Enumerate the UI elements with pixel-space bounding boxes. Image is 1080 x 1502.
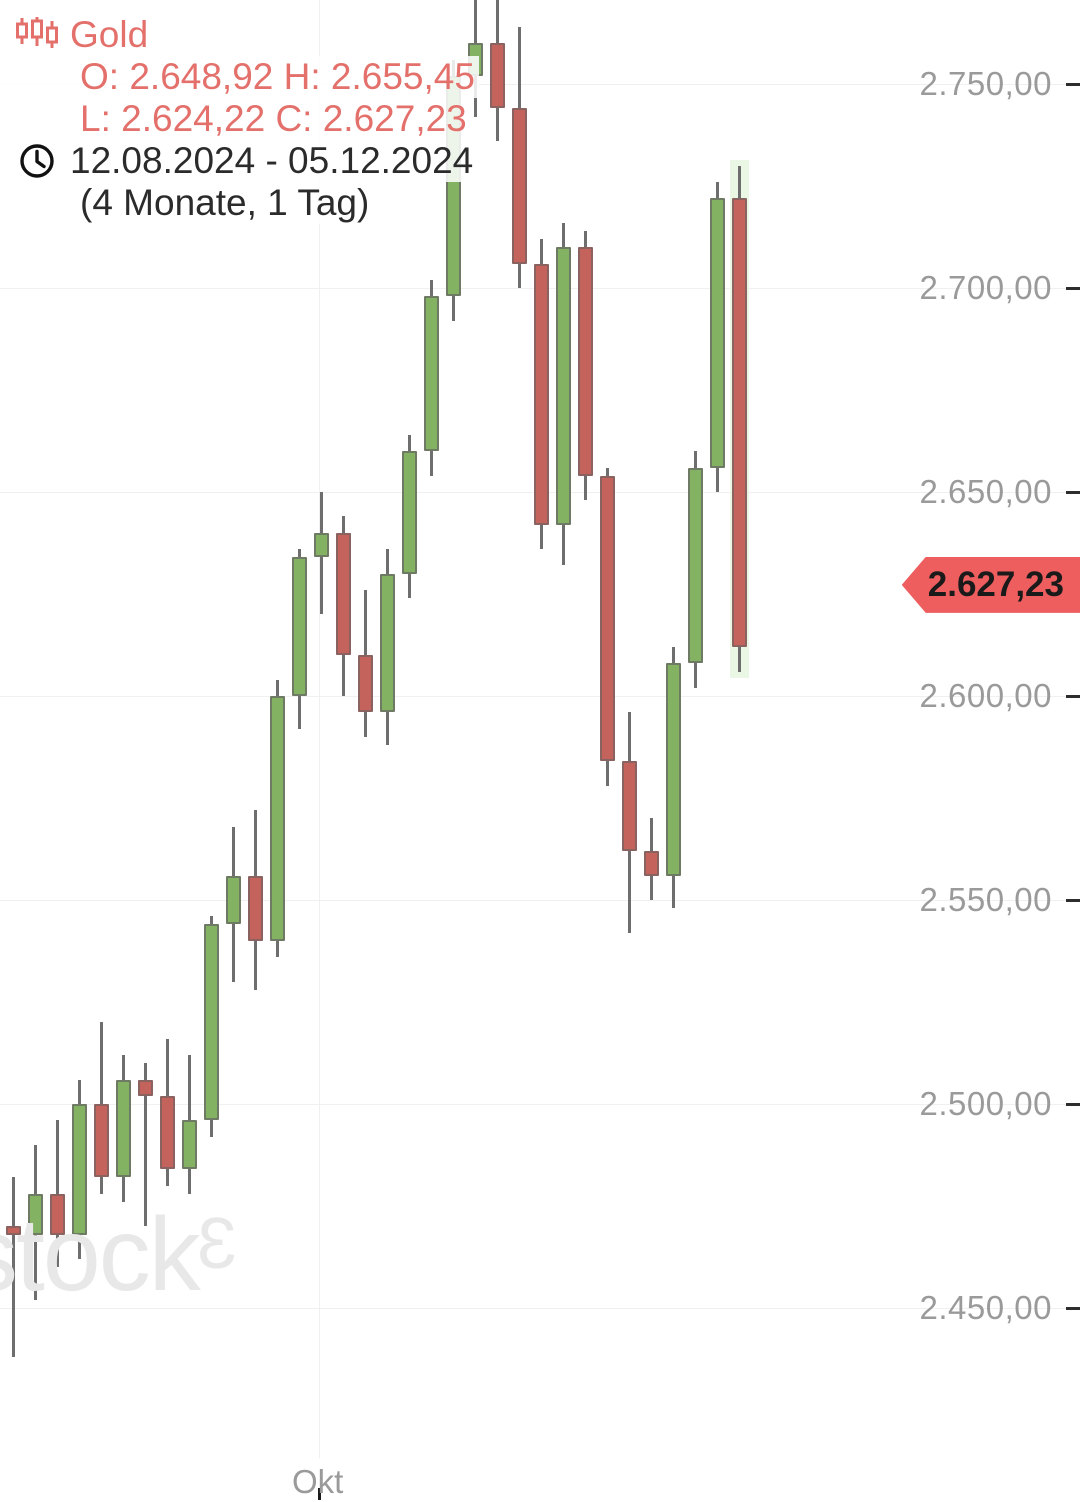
candle-body [270,696,285,941]
candle-bearish[interactable] [490,0,505,1458]
candle-bullish[interactable] [424,0,439,1458]
candle-body [292,557,307,696]
candle-bullish[interactable] [380,0,395,1458]
axis-tick-mark [1066,491,1080,494]
candle-bearish[interactable] [644,0,659,1458]
candle-bullish[interactable] [666,0,681,1458]
candle-body [314,532,329,558]
candle-bearish[interactable] [138,0,153,1458]
gridline-vertical [319,0,320,1458]
candle-bullish[interactable] [468,0,483,1458]
candle-body [534,263,549,525]
candle-bearish[interactable] [336,0,351,1458]
axis-tick-mark [1066,83,1080,86]
candle-bearish[interactable] [512,0,527,1458]
candle-bearish[interactable] [358,0,373,1458]
candle-body [710,198,725,468]
candle-body [446,75,461,297]
candle-body [204,924,219,1121]
candle-body [402,451,417,574]
candle-body [226,875,241,925]
last-price-tag[interactable]: 2.627,23 [901,556,1080,613]
candle-bearish[interactable] [160,0,175,1458]
candle-body [160,1095,175,1170]
price-axis-label: 2.700,00 [919,269,1052,306]
candle-body [644,851,659,876]
axis-tick-mark [1066,899,1080,902]
candle-bearish[interactable] [94,0,109,1458]
candle-body [380,573,395,713]
candle-bullish[interactable] [402,0,417,1458]
watermark-text: stock [0,1197,201,1313]
price-axis-label: 2.750,00 [919,65,1052,102]
candle-bullish[interactable] [446,0,461,1458]
price-axis-label: 2.450,00 [919,1289,1052,1326]
price-axis-label: 2.500,00 [919,1085,1052,1122]
time-tick-mark [318,1488,321,1500]
candle-body [116,1079,131,1178]
candle-body [424,296,439,452]
candle-body [666,663,681,876]
candle-bullish[interactable] [688,0,703,1458]
candle-body [468,43,483,76]
candle-bullish[interactable] [710,0,725,1458]
candle-bearish[interactable] [600,0,615,1458]
candle-bullish[interactable] [204,0,219,1458]
candle-body [600,475,615,762]
candle-body [6,1226,21,1235]
candle-bullish[interactable] [28,0,43,1458]
candle-body [72,1104,87,1235]
candle-bearish[interactable] [50,0,65,1458]
gridline-horizontal [0,696,1080,697]
watermark-suffix: 3 [198,1204,237,1284]
axis-tick-mark [1066,287,1080,290]
axis-tick-mark [1066,695,1080,698]
candle-body [512,108,527,264]
gridline-horizontal [0,1104,1080,1105]
last-price-value: 2.627,23 [927,564,1064,604]
candle-bullish[interactable] [270,0,285,1458]
candle-bullish[interactable] [292,0,307,1458]
candle-body [732,198,747,648]
candle-bearish[interactable] [534,0,549,1458]
candle-bearish[interactable] [248,0,263,1458]
candle-bearish[interactable] [622,0,637,1458]
candle-body [358,655,373,713]
time-axis-label: Okt [292,1463,344,1500]
axis-tick-mark [1066,1307,1080,1310]
price-axis-label: 2.650,00 [919,473,1052,510]
candle-bullish[interactable] [556,0,571,1458]
candle-body [622,761,637,852]
axis-tick-mark [1066,1103,1080,1106]
price-axis-label: 2.600,00 [919,677,1052,714]
candle-body [688,467,703,664]
candle-body [182,1120,197,1170]
candle-body [336,532,351,656]
candle-bullish[interactable] [72,0,87,1458]
price-axis-label: 2.550,00 [919,881,1052,918]
gridline-horizontal [0,84,1080,85]
watermark-stock3: stock3 [0,1196,237,1315]
candle-body [556,247,571,525]
candle-bullish[interactable] [182,0,197,1458]
gridline-horizontal [0,900,1080,901]
candle-body [578,247,593,476]
candle-body [138,1079,153,1096]
candle-bearish[interactable] [732,0,747,1458]
candle-body [94,1104,109,1178]
candle-body [490,43,505,109]
gridline-horizontal [0,1308,1080,1309]
candle-wick [144,1063,147,1227]
candle-body [50,1193,65,1235]
candle-wick [12,1177,15,1357]
candle-bullish[interactable] [314,0,329,1458]
candle-bearish[interactable] [6,0,21,1458]
candle-bearish[interactable] [578,0,593,1458]
candle-body [248,875,263,941]
candle-body [28,1193,43,1235]
candle-bullish[interactable] [116,0,131,1458]
candle-bullish[interactable] [226,0,241,1458]
